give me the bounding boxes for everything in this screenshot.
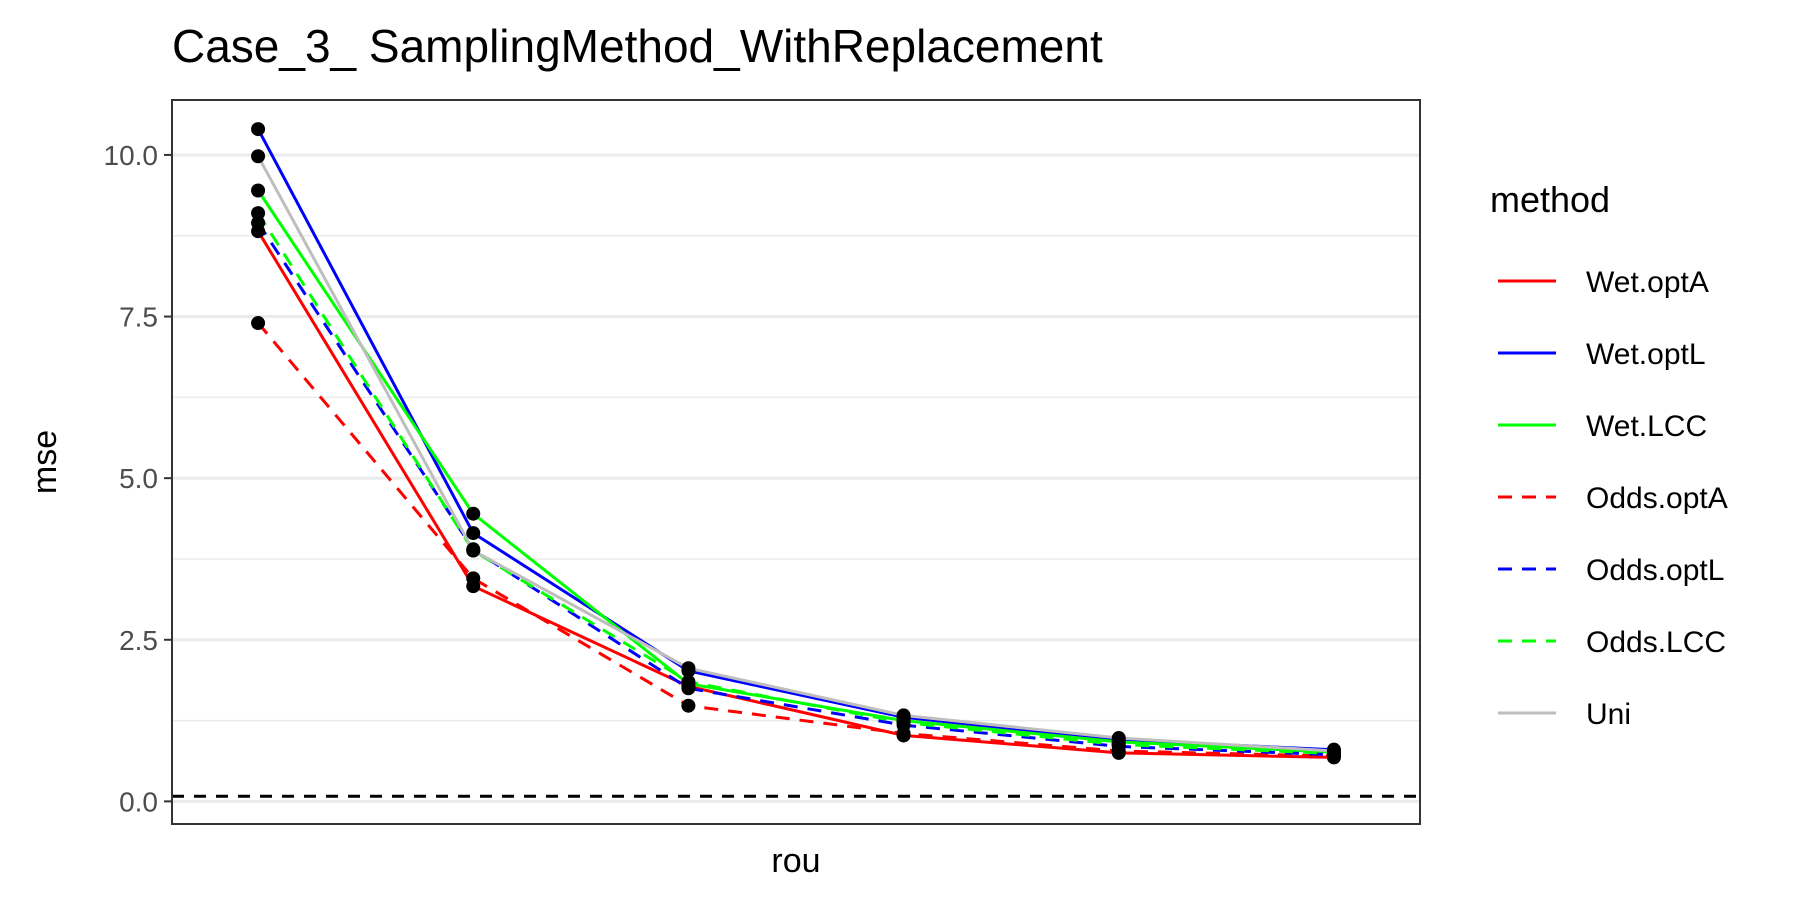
data-point xyxy=(1326,743,1341,758)
y-axis: 0.0 2.5 5.0 7.5 10.0 xyxy=(104,140,172,817)
series-line-uni xyxy=(256,155,1334,753)
legend-item-wet-opta: Wet.optA xyxy=(1498,266,1709,299)
legend-label: Wet.optL xyxy=(1586,338,1706,371)
legend-label: Odds.optL xyxy=(1586,554,1724,587)
data-point xyxy=(466,526,481,541)
data-point xyxy=(681,698,696,713)
y-tick-label: 5.0 xyxy=(119,463,158,494)
y-axis-title: mse xyxy=(26,430,64,494)
data-point xyxy=(466,571,481,586)
data-point xyxy=(466,543,481,558)
data-points xyxy=(251,122,1341,765)
gridlines xyxy=(172,153,1420,803)
legend-item-wet-optl: Wet.optL xyxy=(1498,338,1706,371)
legend-item-odds-optl: Odds.optL xyxy=(1498,554,1724,587)
legend-item-odds-opta: Odds.optA xyxy=(1498,482,1728,515)
legend-label: Wet.optA xyxy=(1586,266,1709,299)
data-point xyxy=(681,674,696,689)
y-tick-label: 7.5 xyxy=(119,302,158,333)
legend-label: Uni xyxy=(1586,698,1631,731)
data-point xyxy=(251,122,266,137)
legend-label: Odds.optA xyxy=(1586,482,1728,515)
series-line-wet-lcc xyxy=(256,189,1334,754)
data-point xyxy=(251,316,266,331)
y-tick-label: 2.5 xyxy=(119,625,158,656)
series-line-wet-opta xyxy=(256,230,1334,759)
series-line-odds-optl xyxy=(256,221,1334,757)
plot-border xyxy=(171,99,1421,825)
data-point xyxy=(466,506,481,521)
y-tick-label: 0.0 xyxy=(119,786,158,817)
legend-label: Odds.LCC xyxy=(1586,626,1726,659)
chart-title: Case_3_ SamplingMethod_WithReplacement xyxy=(172,20,1103,72)
data-point xyxy=(896,708,911,723)
x-axis-title: rou xyxy=(771,842,820,880)
legend: method Wet.optA Wet.optL Wet.LCC Odds.optA O… xyxy=(1490,179,1728,731)
legend-title: method xyxy=(1490,179,1610,220)
legend-item-uni: Uni xyxy=(1498,698,1631,731)
data-point xyxy=(251,215,266,230)
plot-area xyxy=(171,99,1421,825)
data-point xyxy=(251,149,266,164)
legend-item-odds-lcc: Odds.LCC xyxy=(1498,626,1726,659)
legend-item-wet-lcc: Wet.LCC xyxy=(1498,410,1707,443)
y-tick-label: 10.0 xyxy=(104,140,159,171)
data-point xyxy=(251,183,266,198)
data-point xyxy=(251,206,266,221)
series-lines xyxy=(256,128,1334,759)
legend-label: Wet.LCC xyxy=(1586,410,1707,443)
legend-items: Wet.optA Wet.optL Wet.LCC Odds.optA Odds.opt… xyxy=(1498,266,1728,731)
data-point xyxy=(681,661,696,676)
data-point xyxy=(1111,731,1126,746)
plot-background xyxy=(172,100,1420,824)
